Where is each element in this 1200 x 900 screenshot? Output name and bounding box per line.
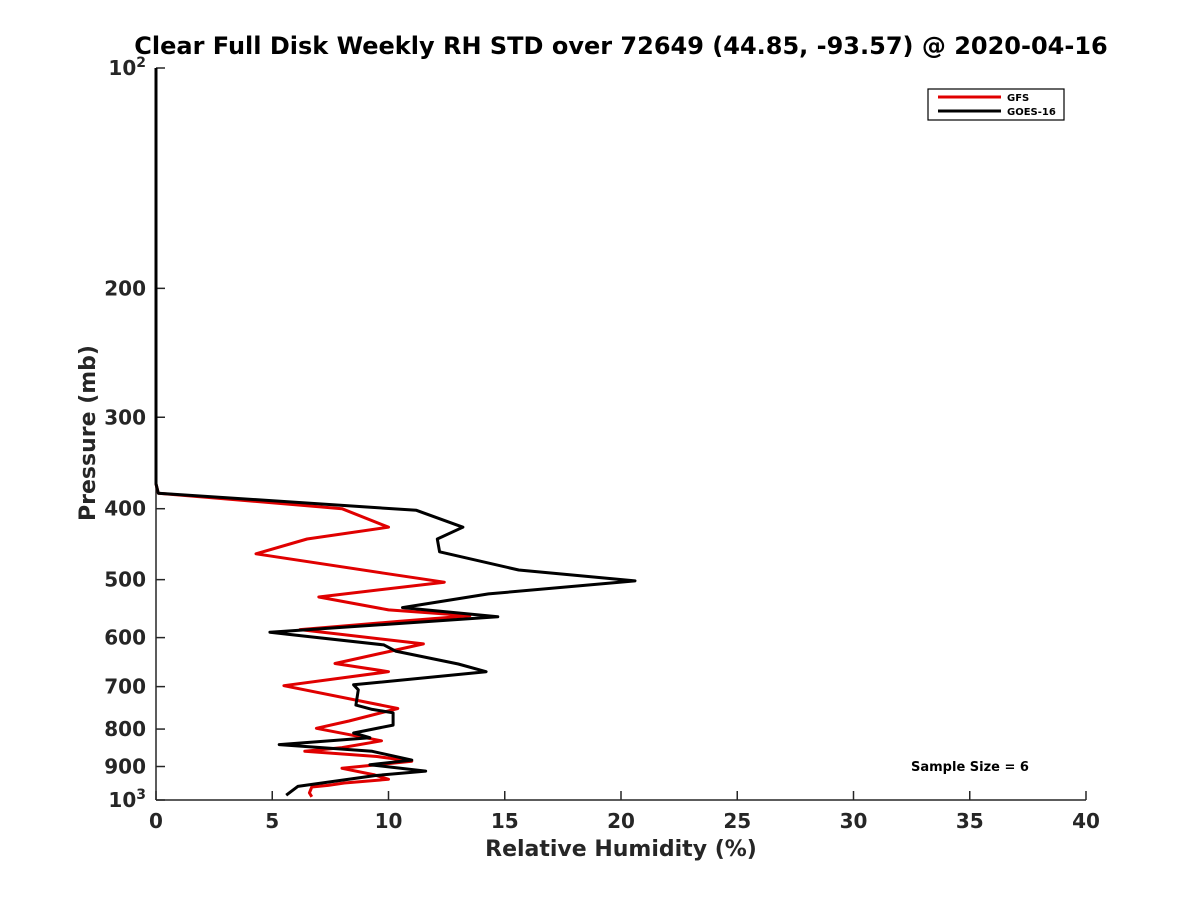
y-tick-label: 900 [104, 755, 146, 779]
y-tick-label: 102 [108, 55, 146, 80]
x-axis-label: Relative Humidity (%) [485, 837, 757, 862]
y-tick-label: 400 [104, 497, 146, 521]
x-tick-label: 20 [607, 809, 635, 833]
x-tick-label: 35 [956, 809, 984, 833]
legend-box [927, 88, 1065, 121]
legend-label-gfs: GFS [1007, 93, 1029, 104]
chart-title: Clear Full Disk Weekly RH STD over 72649… [134, 32, 1107, 60]
y-tick-label: 600 [104, 626, 146, 650]
x-tick-label: 15 [491, 809, 519, 833]
x-tick-label: 30 [840, 809, 868, 833]
legend-label-goes-16: GOES-16 [1007, 107, 1056, 118]
y-tick-label: 500 [104, 568, 146, 592]
y-tick-label: 200 [104, 276, 146, 300]
y-tick-label: 103 [108, 787, 146, 812]
series-line-goes-16 [154, 68, 637, 797]
plot-area: 0 5 10 15 20 25 30 35 40 102 200 300 400 500 600 700 800… [104, 55, 1100, 833]
series-line-gfs [154, 68, 472, 798]
x-tick-label: 5 [265, 809, 279, 833]
legend: GFS GOES-16 [927, 88, 1065, 121]
sample-size-annotation: Sample Size = 6 [911, 760, 1029, 775]
x-tick-label: 10 [375, 809, 403, 833]
y-axis-label: Pressure (mb) [76, 345, 101, 521]
x-tick-label: 40 [1072, 809, 1100, 833]
y-tick-label: 800 [104, 717, 146, 741]
y-tick-label: 700 [104, 675, 146, 699]
x-tick-label: 25 [723, 809, 751, 833]
y-tick-label: 300 [104, 405, 146, 429]
x-tick-label: 0 [149, 809, 163, 833]
